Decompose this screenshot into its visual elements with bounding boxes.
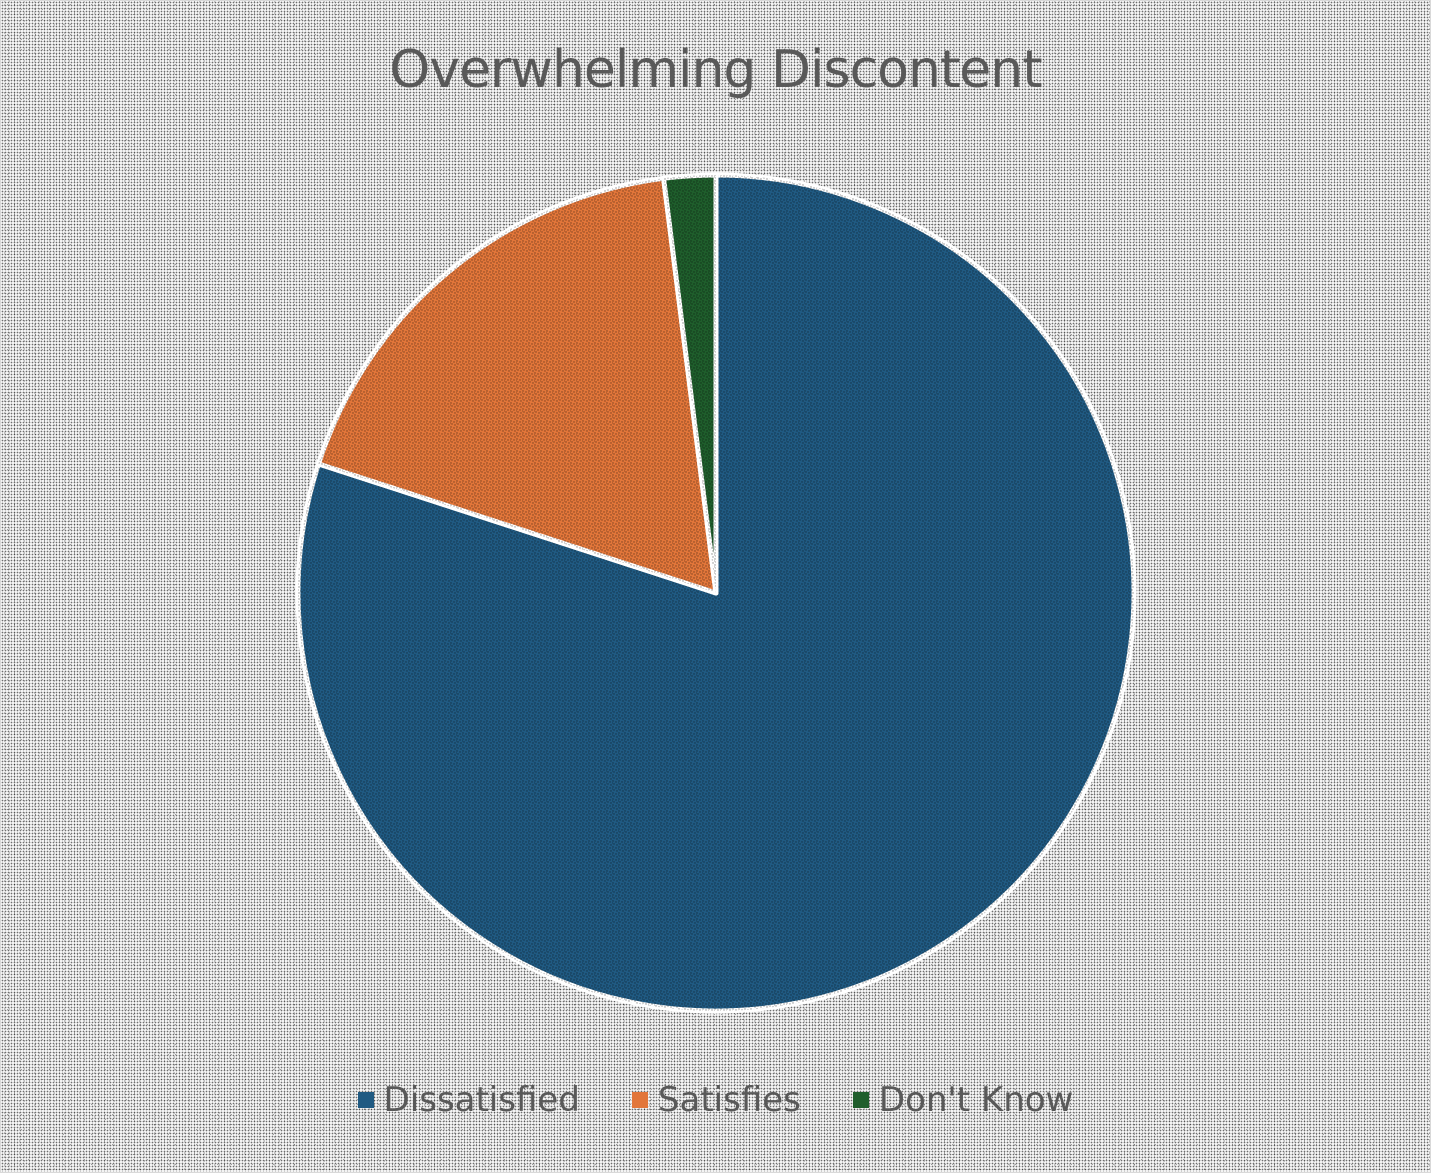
pie-slice-texture-satisfies [318, 178, 716, 593]
legend-item-satisfies: Satisfies [631, 1080, 801, 1120]
legend-label-dissatisfied: Dissatisfied [383, 1080, 580, 1120]
legend-item-dont-know: Don't Know [852, 1080, 1074, 1120]
legend: Dissatisfied Satisfies Don't Know [0, 1080, 1431, 1120]
chart-title: Overwhelming Discontent [389, 40, 1042, 100]
legend-label-satisfies: Satisfies [657, 1080, 801, 1120]
pie-slice-texture-dont-know [663, 175, 716, 593]
legend-item-dissatisfied: Dissatisfied [357, 1080, 580, 1120]
legend-swatch-dissatisfied [357, 1092, 374, 1108]
legend-label-dont-know: Don't Know [878, 1080, 1074, 1120]
legend-swatch-dont-know [852, 1092, 869, 1108]
legend-swatch-satisfies [631, 1092, 648, 1108]
